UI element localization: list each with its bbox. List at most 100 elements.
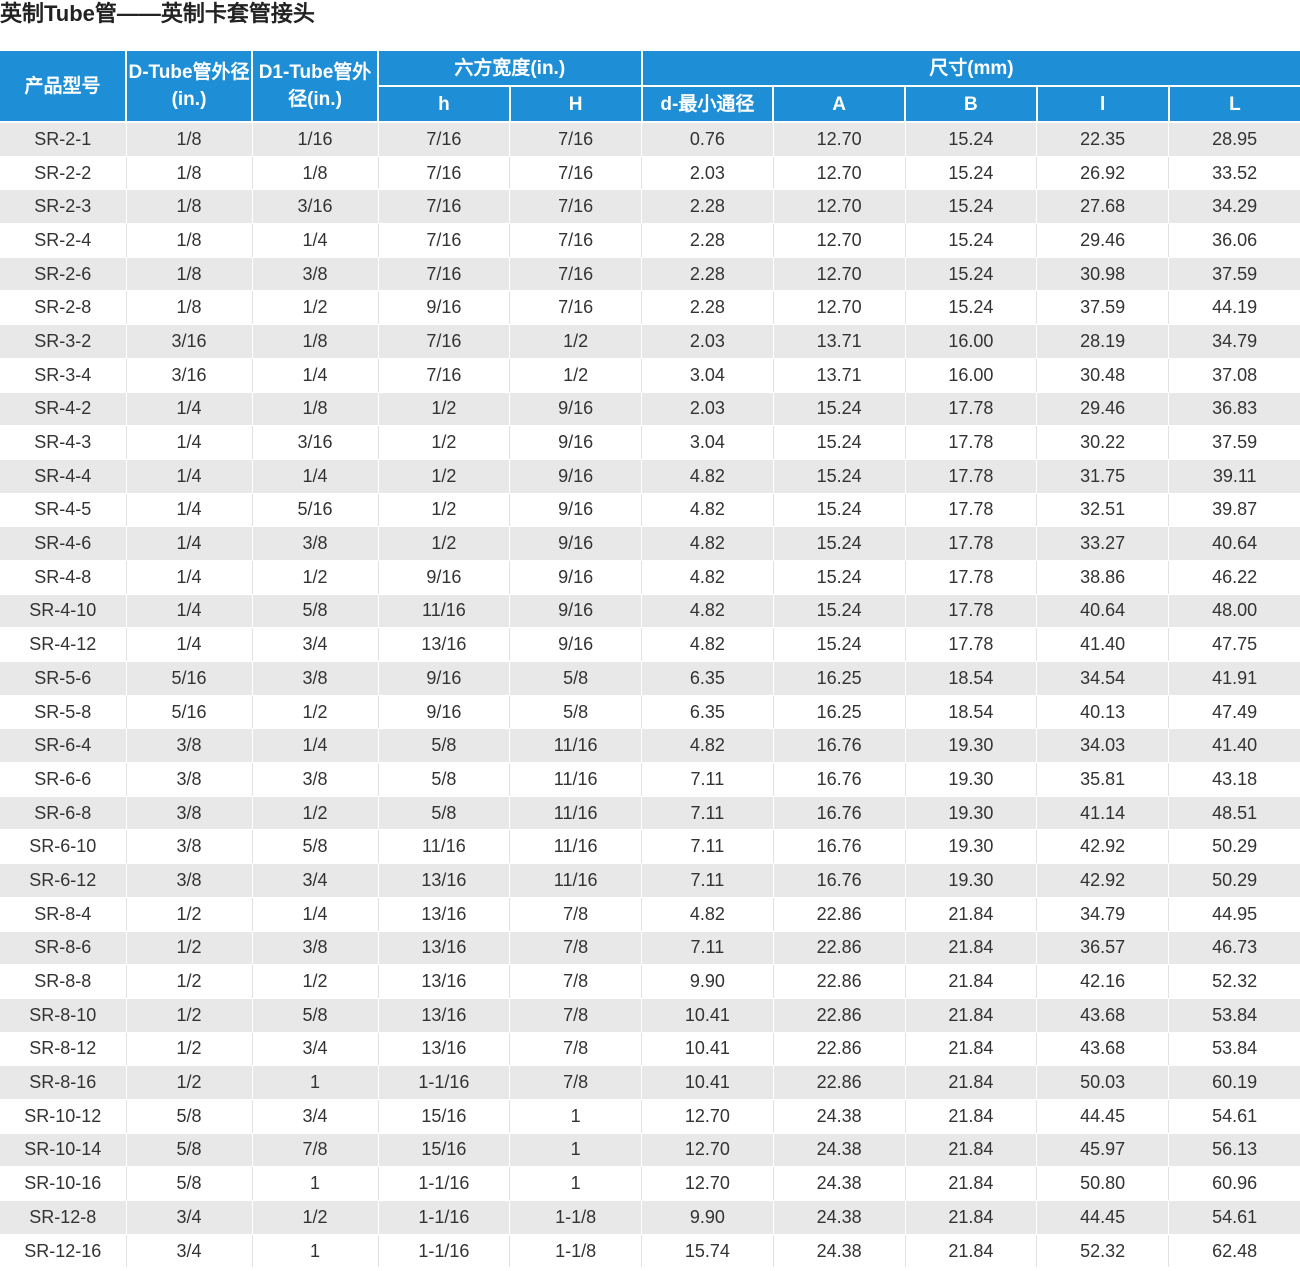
cell-d1-tube: 1/2 [252, 560, 379, 595]
cell-l-small: 28.19 [1036, 324, 1170, 359]
cell-h-small: 5/8 [378, 728, 511, 764]
cell-d-tube: 1/8 [126, 290, 253, 326]
cell-d-min: 10.41 [641, 1032, 774, 1067]
cell-l-small: 42.16 [1036, 964, 1170, 999]
cell-d-tube: 1/2 [126, 931, 253, 966]
cell-d-min: 4.82 [641, 459, 774, 494]
cell-h-small: 1/2 [378, 392, 511, 427]
cell-l-big: 44.19 [1168, 290, 1300, 326]
cell-l-big: 50.29 [1168, 863, 1300, 898]
cell-a: 12.70 [773, 290, 906, 326]
cell-h-big: 7/16 [509, 156, 643, 191]
cell-d-min: 4.82 [641, 728, 774, 764]
cell-a: 12.70 [773, 156, 906, 191]
cell-h-small: 13/16 [378, 964, 511, 999]
cell-b: 17.78 [905, 594, 1038, 629]
cell-a: 22.86 [773, 964, 906, 999]
cell-h-big: 5/8 [509, 661, 643, 696]
cell-l-big: 43.18 [1168, 762, 1300, 797]
cell-d-min: 4.82 [641, 560, 774, 595]
cell-d-tube: 1/2 [126, 1065, 253, 1100]
cell-b: 17.78 [905, 392, 1038, 427]
cell-b: 15.24 [905, 156, 1038, 191]
cell-l-big: 53.84 [1168, 998, 1300, 1033]
cell-h-big: 9/16 [509, 493, 643, 528]
cell-d-min: 7.11 [641, 796, 774, 831]
cell-d1-tube: 1/2 [252, 796, 379, 831]
cell-l-big: 46.22 [1168, 560, 1300, 595]
cell-l-big: 34.29 [1168, 189, 1300, 225]
cell-l-big: 37.59 [1168, 425, 1300, 460]
cell-d-tube: 1/4 [126, 526, 253, 561]
cell-l-big: 36.83 [1168, 392, 1300, 427]
cell-b: 15.24 [905, 122, 1038, 157]
cell-l-big: 56.13 [1168, 1133, 1300, 1168]
cell-d-min: 12.70 [641, 1133, 774, 1168]
cell-l-big: 41.40 [1168, 728, 1300, 764]
cell-h-small: 7/16 [378, 358, 511, 393]
cell-b: 17.78 [905, 627, 1038, 662]
cell-a: 24.38 [773, 1099, 906, 1134]
cell-d-tube: 1/4 [126, 627, 253, 662]
cell-a: 15.24 [773, 560, 906, 595]
cell-d-tube: 1/4 [126, 493, 253, 528]
cell-h-big: 9/16 [509, 459, 643, 494]
table-row: SR-6-6 3/8 3/8 5/8 11/16 7.11 16.76 19.30 35.81 4… [0, 762, 1300, 797]
cell-h-big: 7/8 [509, 897, 643, 932]
cell-d-min: 3.04 [641, 358, 774, 393]
cell-b: 21.84 [905, 1133, 1038, 1168]
header-d1-tube: D1-Tube管外径(in.) [252, 51, 379, 123]
cell-d1-tube: 3/4 [252, 627, 379, 662]
cell-model: SR-5-6 [0, 661, 127, 696]
cell-model: SR-2-8 [0, 290, 127, 326]
cell-a: 16.76 [773, 863, 906, 898]
cell-b: 21.84 [905, 931, 1038, 966]
cell-d-tube: 5/16 [126, 695, 253, 730]
cell-d1-tube: 1/2 [252, 695, 379, 730]
cell-h-small: 7/16 [378, 223, 511, 258]
cell-a: 16.25 [773, 661, 906, 696]
cell-model: SR-8-4 [0, 897, 127, 932]
header-hex-width-group: 六方宽度(in.) [378, 51, 643, 87]
cell-d-tube: 3/16 [126, 324, 253, 359]
cell-h-big: 7/8 [509, 1065, 643, 1100]
cell-l-big: 54.61 [1168, 1099, 1300, 1134]
cell-l-big: 44.95 [1168, 897, 1300, 932]
cell-b: 17.78 [905, 459, 1038, 494]
table-row: SR-8-6 1/2 3/8 13/16 7/8 7.11 22.86 21.84 36.57 4… [0, 931, 1300, 966]
cell-d-tube: 1/4 [126, 459, 253, 494]
cell-d-tube: 3/16 [126, 358, 253, 393]
cell-model: SR-5-8 [0, 695, 127, 730]
cell-model: SR-6-8 [0, 796, 127, 831]
cell-l-small: 42.92 [1036, 863, 1170, 898]
cell-d-min: 0.76 [641, 122, 774, 157]
cell-d-min: 12.70 [641, 1099, 774, 1134]
cell-d-tube: 1/2 [126, 1032, 253, 1067]
cell-l-big: 47.75 [1168, 627, 1300, 662]
table-body: SR-2-1 1/8 1/16 7/16 7/16 0.76 12.70 15.24 22.35… [0, 122, 1300, 1269]
cell-l-big: 47.49 [1168, 695, 1300, 730]
cell-h-small: 1-1/16 [378, 1234, 511, 1269]
cell-d-min: 6.35 [641, 661, 774, 696]
cell-d1-tube: 1/4 [252, 223, 379, 258]
cell-d-tube: 3/4 [126, 1234, 253, 1269]
cell-d-tube: 1/4 [126, 560, 253, 595]
cell-b: 17.78 [905, 425, 1038, 460]
cell-b: 17.78 [905, 526, 1038, 561]
cell-a: 12.70 [773, 122, 906, 157]
cell-d-min: 12.70 [641, 1166, 774, 1201]
cell-d-min: 2.28 [641, 223, 774, 258]
header-d-min: d-最小通径 [641, 86, 775, 123]
cell-a: 15.24 [773, 459, 906, 494]
cell-b: 18.54 [905, 661, 1038, 696]
cell-d-tube: 3/8 [126, 829, 253, 865]
cell-a: 22.86 [773, 897, 906, 932]
cell-l-small: 42.92 [1036, 829, 1170, 865]
cell-h-big: 11/16 [509, 829, 643, 865]
cell-l-big: 52.32 [1168, 964, 1300, 999]
header-d-tube: D-Tube管外径(in.) [126, 51, 253, 123]
cell-h-big: 9/16 [509, 425, 643, 460]
cell-b: 21.84 [905, 964, 1038, 999]
cell-model: SR-2-6 [0, 257, 127, 292]
table-row: SR-8-16 1/2 1 1-1/16 7/8 10.41 22.86 21.84 50.03… [0, 1065, 1300, 1100]
